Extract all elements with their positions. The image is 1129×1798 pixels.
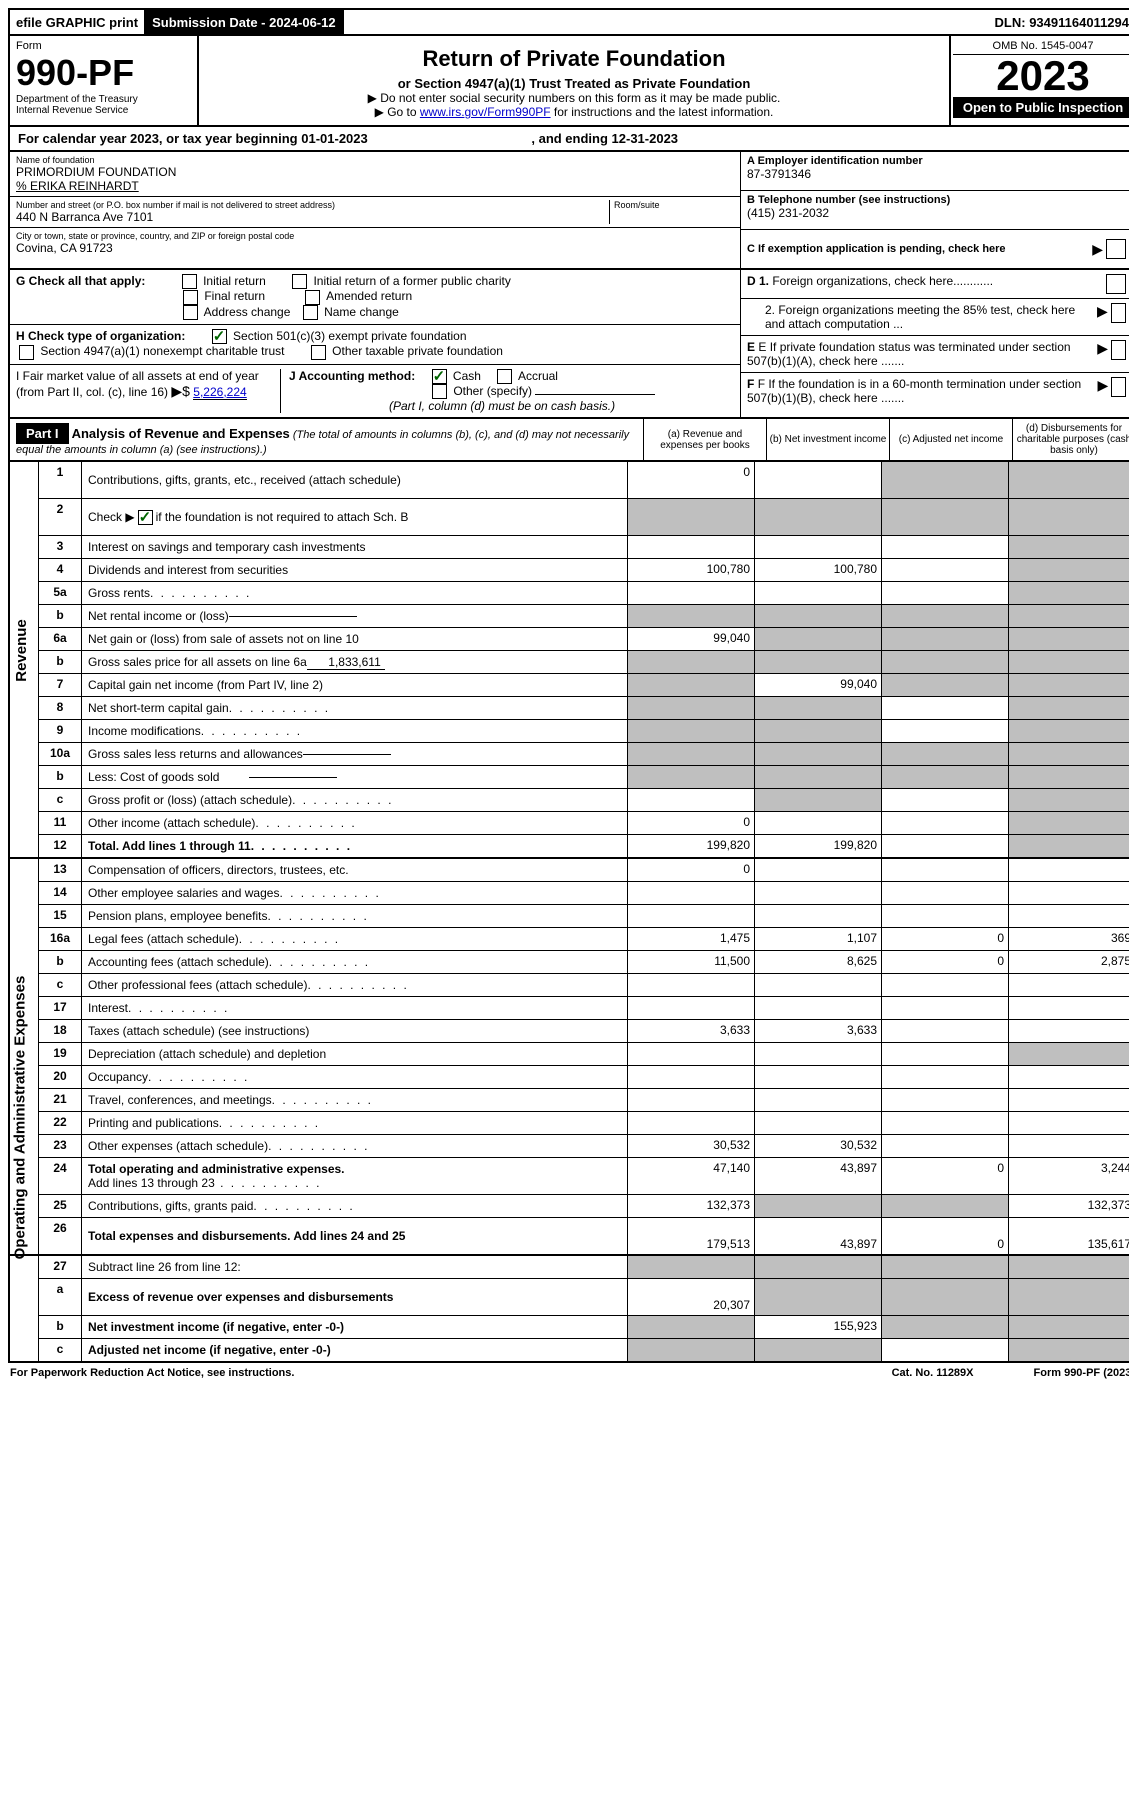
h-other-checkbox[interactable] <box>311 345 326 360</box>
col-b-head: (b) Net investment income <box>766 419 889 460</box>
f-row: F F If the foundation is in a 60-month t… <box>741 373 1129 409</box>
page-footer: For Paperwork Reduction Act Notice, see … <box>8 1363 1129 1383</box>
schb-checkbox[interactable] <box>138 510 153 525</box>
f-checkbox[interactable] <box>1111 377 1126 397</box>
d2-checkbox[interactable] <box>1111 303 1126 323</box>
form-header: Form 990-PF Department of the Treasury I… <box>8 36 1129 127</box>
h-row: H Check type of organization: Section 50… <box>10 325 740 365</box>
form-id-block: Form 990-PF Department of the Treasury I… <box>10 36 199 125</box>
fmv-value[interactable]: 5,226,224 <box>193 385 246 400</box>
irs-form-link[interactable]: www.irs.gov/Form990PF <box>420 105 551 119</box>
expenses-table: Operating and Administrative Expenses 13… <box>8 859 1129 1256</box>
revenue-side-label: Revenue <box>10 462 39 857</box>
ein-cell: A Employer identification number 87-3791… <box>741 152 1129 191</box>
foundation-name-cell: Name of foundation PRIMORDIUM FOUNDATION… <box>10 152 740 197</box>
dept-treasury: Department of the Treasury <box>16 94 191 105</box>
check-section: G Check all that apply: Initial return I… <box>8 270 1129 419</box>
g-amended-checkbox[interactable] <box>305 290 320 305</box>
g-name-checkbox[interactable] <box>303 305 318 320</box>
g-initial-former-checkbox[interactable] <box>292 274 307 289</box>
form-year-block: OMB No. 1545-0047 2023 Open to Public In… <box>949 36 1129 125</box>
open-inspection: Open to Public Inspection <box>953 97 1129 118</box>
cat-number: Cat. No. 11289X <box>892 1367 974 1379</box>
city-cell: City or town, state or province, country… <box>10 228 740 258</box>
e-checkbox[interactable] <box>1111 340 1126 360</box>
revenue-table: Revenue 1Contributions, gifts, grants, e… <box>8 462 1129 859</box>
part1-badge: Part I <box>16 423 69 444</box>
form-note-link: ▶ Go to www.irs.gov/Form990PF for instru… <box>205 105 943 119</box>
col-c-head: (c) Adjusted net income <box>889 419 1012 460</box>
g-address-checkbox[interactable] <box>183 305 198 320</box>
dept-irs: Internal Revenue Service <box>16 105 191 116</box>
form-title: Return of Private Foundation <box>205 46 943 72</box>
j-cash-checkbox[interactable] <box>432 369 447 384</box>
tax-period: For calendar year 2023, or tax year begi… <box>8 127 1129 152</box>
form-word: Form <box>16 40 191 52</box>
c-checkbox[interactable] <box>1106 239 1126 259</box>
line27-table: 27Subtract line 26 from line 12: aExcess… <box>8 1256 1129 1363</box>
col-a-head: (a) Revenue and expenses per books <box>643 419 766 460</box>
tax-year: 2023 <box>953 55 1129 97</box>
j-other-checkbox[interactable] <box>432 384 447 399</box>
form-number: 990-PF <box>16 52 191 94</box>
phone-cell: B Telephone number (see instructions) (4… <box>741 191 1129 230</box>
efile-top-bar: efile GRAPHIC print Submission Date - 20… <box>8 8 1129 36</box>
j-accrual-checkbox[interactable] <box>497 369 512 384</box>
part1-header-row: Part I Analysis of Revenue and Expenses … <box>8 419 1129 462</box>
h-4947-checkbox[interactable] <box>19 345 34 360</box>
form-title-block: Return of Private Foundation or Section … <box>199 36 949 125</box>
form-ref: Form 990-PF (2023) <box>1034 1367 1129 1379</box>
address-row: Number and street (or P.O. box number if… <box>10 197 740 228</box>
g-initial-checkbox[interactable] <box>182 274 197 289</box>
d1-checkbox[interactable] <box>1106 274 1126 294</box>
g-row: G Check all that apply: Initial return I… <box>10 270 740 325</box>
d1-row: D 1. Foreign organizations, check here..… <box>741 270 1129 299</box>
dln: DLN: 93491164011294 <box>989 8 1129 36</box>
e-row: E E If private foundation status was ter… <box>741 336 1129 373</box>
form-note-ssn: ▶ Do not enter social security numbers o… <box>205 91 943 105</box>
entity-info: Name of foundation PRIMORDIUM FOUNDATION… <box>8 152 1129 270</box>
ij-row: I Fair market value of all assets at end… <box>10 365 740 418</box>
paperwork-notice: For Paperwork Reduction Act Notice, see … <box>10 1367 294 1379</box>
h-501c3-checkbox[interactable] <box>212 329 227 344</box>
col-d-head: (d) Disbursements for charitable purpose… <box>1012 419 1129 460</box>
submission-date: Submission Date - 2024-06-12 <box>146 8 344 36</box>
form-subtitle: or Section 4947(a)(1) Trust Treated as P… <box>205 76 943 91</box>
d2-row: 2. Foreign organizations meeting the 85%… <box>741 299 1129 336</box>
efile-print-label: efile GRAPHIC print <box>10 8 146 36</box>
c-pending-cell: C If exemption application is pending, c… <box>741 230 1129 268</box>
g-final-checkbox[interactable] <box>183 290 198 305</box>
expenses-side-label: Operating and Administrative Expenses <box>10 859 39 1254</box>
